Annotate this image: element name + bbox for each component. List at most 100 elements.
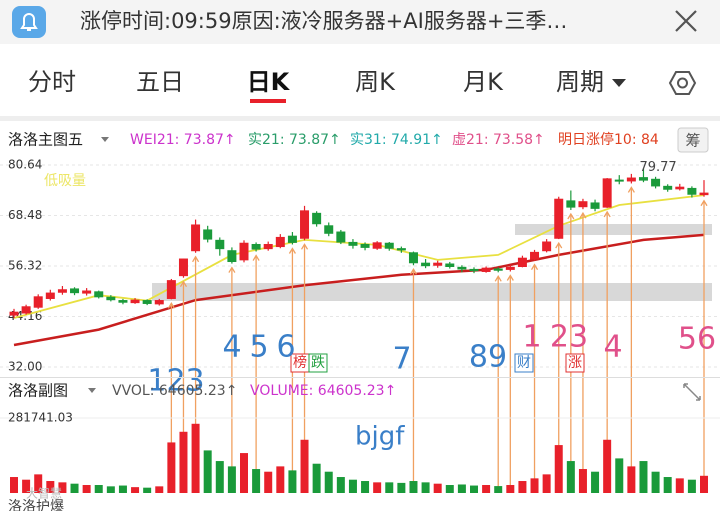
dropdown-arrow (612, 79, 626, 87)
candle-body (699, 192, 709, 196)
candle-body (227, 250, 237, 263)
volume-bar (506, 485, 515, 493)
volume-bar (397, 482, 406, 493)
volume-bar (409, 481, 418, 493)
volume-bar (312, 463, 321, 493)
volume-bar (482, 485, 491, 493)
signal-arrow-head (567, 212, 575, 220)
legend-item: 明日涨停10: 84 (558, 131, 659, 148)
signal-arrow-head (167, 302, 175, 309)
volume-chart: 281741.03 (0, 411, 720, 493)
volume-bar (639, 461, 648, 493)
tag: 财 (517, 355, 531, 371)
expand-icon[interactable] (683, 383, 701, 401)
settings-icon[interactable] (668, 71, 697, 95)
candle-body (614, 179, 624, 182)
tag-box (514, 353, 534, 373)
candle-body (191, 224, 201, 252)
candle-body (566, 200, 576, 208)
price-band (152, 283, 712, 301)
candle-body (675, 186, 685, 190)
candle-body (408, 252, 418, 264)
volume-bar (421, 482, 430, 493)
tab[interactable]: 分时 (28, 68, 76, 96)
volume-bar (675, 478, 684, 493)
signal-arrow-head (409, 267, 418, 275)
volume-bar (106, 486, 115, 493)
candle-body (203, 229, 213, 240)
annotation: 89 (469, 340, 507, 375)
tab[interactable]: 周期 (556, 68, 604, 96)
volume-bar (10, 477, 18, 493)
volume-bar (542, 474, 551, 493)
bottom-indicator-name: 洛洛护爆 (8, 499, 64, 511)
moving-average (13, 233, 705, 347)
legend-item: VOLUME: 64605.23↑ (250, 383, 396, 399)
candle-body (142, 300, 152, 304)
candle-body (530, 251, 540, 260)
volume-bar (22, 479, 31, 493)
main-indicator-name[interactable]: 洛洛主图五 (8, 131, 83, 149)
volume-bar (179, 431, 188, 493)
signal-arrow-head (192, 255, 200, 263)
watermark: 大智慧 (26, 486, 62, 501)
volume-bar (82, 485, 91, 493)
dropdown-arrow (101, 137, 109, 142)
high-label: 79.77 (639, 160, 676, 175)
candle-body (130, 299, 140, 304)
candle-body (469, 268, 479, 272)
candle-body (287, 235, 297, 243)
candle-body (21, 306, 31, 314)
volume-bar (627, 466, 636, 493)
candle-body (154, 300, 164, 305)
candle-body (663, 185, 673, 190)
volume-bar (276, 466, 285, 493)
overlay-text: 低吸量 (44, 173, 86, 189)
signal-arrow-head (252, 254, 260, 261)
tag-box (308, 353, 328, 373)
candle-body (300, 210, 310, 239)
annotation: 123 (147, 364, 204, 399)
volume-bar (663, 477, 672, 493)
tab[interactable]: 日K (247, 68, 291, 96)
candle-body (33, 296, 43, 308)
volume-bar (433, 483, 442, 493)
candle-body (215, 239, 225, 250)
volume-bar (131, 487, 140, 493)
candle-body (70, 288, 80, 294)
volume-bar (373, 482, 382, 493)
candle-body (336, 231, 346, 243)
candle-body (348, 241, 358, 246)
volume-bar (167, 442, 176, 493)
volume-bar (687, 479, 696, 493)
candle-body (45, 292, 55, 299)
bell-icon[interactable] (12, 6, 46, 38)
volume-bar (155, 486, 164, 493)
candle-body (554, 198, 564, 239)
signal-arrow-head (700, 199, 708, 207)
divider (0, 116, 720, 121)
volume-bar (494, 486, 503, 493)
volume-bar (191, 423, 200, 493)
main-chart: 80.6468.4856.3244.1632.0079.77榜跌财涨1234 5 6… (0, 158, 720, 492)
candle-body (106, 296, 116, 301)
tab[interactable]: 月K (463, 68, 504, 96)
candle-body (638, 177, 648, 181)
candle-body (94, 291, 104, 298)
tab[interactable]: 周K (355, 68, 396, 96)
tab-underline (250, 99, 286, 103)
volume-bar (46, 481, 55, 493)
volume-bar (470, 485, 478, 493)
volume-bar (385, 482, 394, 493)
y-tick-label: 281741.03 (8, 411, 73, 425)
sub-indicator-name[interactable]: 洛洛副图 (8, 382, 68, 400)
chip-button-label[interactable]: 筹 (685, 132, 700, 150)
volume-bar (361, 481, 370, 493)
close-button[interactable] (675, 10, 697, 32)
volume-bar (300, 439, 309, 493)
candle-body (602, 178, 612, 208)
y-tick-label: 80.64 (8, 158, 42, 172)
chip-button[interactable] (677, 127, 709, 153)
tab[interactable]: 五日 (136, 68, 184, 96)
